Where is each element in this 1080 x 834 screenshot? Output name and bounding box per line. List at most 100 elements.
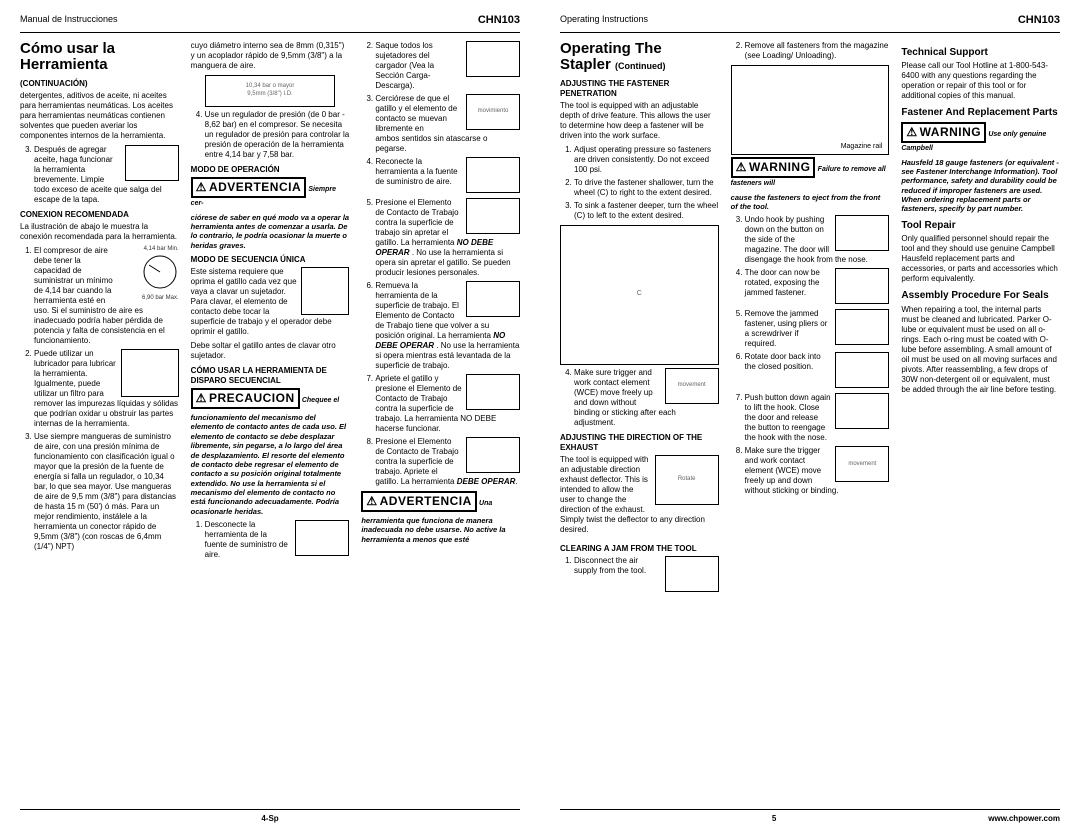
li-c4: Use un regulador de presión (de 0 bar - … (205, 110, 350, 160)
header-model-r: CHN103 (1018, 14, 1060, 28)
header-model: CHN103 (478, 14, 520, 28)
advertencia-box-2: ADVERTENCIA (361, 491, 476, 512)
p-cuyo: cuyo diámetro interno sea de 8mm (0,315"… (191, 41, 350, 71)
warn-siempre-txt: ciórese de saber en qué modo va a operar… (191, 213, 350, 251)
fig-lubricator-icon (121, 349, 179, 397)
fig-oil-icon (125, 145, 179, 181)
footer-page-right: 5 (772, 814, 776, 824)
p-assembly: When repairing a tool, the internal part… (901, 305, 1060, 395)
header-left: Manual de Instrucciones CHN103 (20, 14, 520, 33)
fig-squeeze-icon (466, 374, 520, 410)
footer-left: 4-Sp (20, 809, 520, 824)
warning-box: WARNING (731, 157, 816, 178)
p-repair: Only qualified personnel should repair t… (901, 234, 1060, 284)
li-d4: Reconecte la herramienta a la fuente de … (375, 157, 520, 195)
fig-hose: 10,34 bar o mayor 9,5mm (3/8") I.D. (205, 75, 335, 107)
fig-undo-hook-icon (835, 215, 889, 251)
list-disparo: Desconecte la herramienta de la fuente d… (191, 520, 350, 560)
advertencia-box: ADVERTENCIA (191, 177, 306, 198)
li-d7: Apriete el gatillo y presione el Element… (375, 374, 520, 434)
h-fast: Fastener And Replacement Parts (901, 107, 1060, 120)
fig-reconnect-icon (466, 157, 520, 193)
title-es: Cómo usar la Herramienta (20, 41, 179, 74)
h-como-usar: CÓMO USAR LA HERRAMIENTA DE DISPARO SECU… (191, 366, 350, 386)
h-clear: CLEARING A JAM FROM THE TOOL (560, 544, 719, 554)
warning-box-2: WARNING (901, 122, 986, 143)
list-conexion-4: Use un regulador de presión (de 0 bar - … (191, 110, 350, 160)
fig-magazine: Magazine rail (731, 65, 890, 155)
fig-remove-icon (466, 41, 520, 77)
left-col2: cuyo diámetro interno sea de 8mm (0,315"… (191, 41, 350, 803)
li-c1: 4,14 bar Min. 6,90 bar Max. El compresor… (34, 246, 179, 346)
list-conexion: 4,14 bar Min. 6,90 bar Max. El compresor… (20, 246, 179, 552)
h-repair: Tool Repair (901, 220, 1060, 233)
fig-exhaust-rotate: Rotate (655, 455, 719, 505)
li-d6: Remueva la herramienta de la superficie … (375, 281, 520, 371)
fig-disconnect-icon (295, 520, 349, 556)
warn-warning: WARNING Failure to remove all fasteners … (731, 157, 890, 189)
h-assembly: Assembly Procedure For Seals (901, 290, 1060, 303)
fig-disconnect-air-icon (665, 556, 719, 592)
fig-lift-icon (466, 281, 520, 317)
body-right: Operating The Stapler (Continued) ADJUST… (560, 41, 1060, 803)
p-adj-pen: The tool is equipped with an adjustable … (560, 101, 719, 141)
fig-rotate-door-icon (835, 268, 889, 304)
li-c2: Puede utilizar un lubricador para lubric… (34, 349, 179, 429)
h-modo-op: MODO DE OPERACIÓN (191, 165, 350, 175)
p-conexion: La ilustración de abajo le muestra la co… (20, 222, 179, 242)
li-c3: Use siempre mangueras de suministro de a… (34, 432, 179, 552)
li-p3: To sink a fastener deeper, turn the whee… (574, 201, 719, 221)
header-operating: Operating Instructions (560, 14, 648, 28)
li-d3: movimiento Cerciórese de que el gatillo … (375, 94, 520, 154)
fig-depth-wheel: C (560, 225, 719, 365)
li-d5: Presione el Elemento de Contacto de Trab… (375, 198, 520, 278)
li-d2: Saque todos los sujetadores del cargador… (375, 41, 520, 91)
fig-check-trigger-icon: movement (835, 446, 889, 482)
precaucion-box: PRECAUCION (191, 388, 300, 409)
li-j7: Push button down again to lift the hook.… (745, 393, 890, 443)
h-modo-sec: MODO DE SECUENCIA ÚNICA (191, 255, 350, 265)
right-col2: Remove all fasteners from the magazine (… (731, 41, 890, 803)
list-jam: Disconnect the air supply from the tool. (560, 556, 719, 594)
right-col1: Operating The Stapler (Continued) ADJUST… (560, 41, 719, 803)
warn-precaucion: PRECAUCION Chequee el (191, 388, 350, 409)
h-tech: Technical Support (901, 47, 1060, 60)
left-col1: Cómo usar la Herramienta (Continuación) … (20, 41, 179, 803)
li-j2: Remove all fasteners from the magazine (… (745, 41, 890, 61)
li-j6: Rotate door back into the closed positio… (745, 352, 890, 390)
fig-reengage-icon (835, 393, 889, 429)
fig-trigger-check-icon: movimiento (466, 94, 520, 130)
warn-una-txt: herramienta que funciona de manera inade… (361, 516, 520, 544)
h-adj-dir: ADJUSTING THE DIRECTION OF THE EXHAUST (560, 433, 719, 453)
li-j8: movement Make sure the trigger and work … (745, 446, 890, 496)
fig-remove-jam-icon (835, 309, 889, 345)
footer-right: 5 www.chpower.com (560, 809, 1060, 824)
h-adj-pen: ADJUSTING THE FASTENER PENETRATION (560, 79, 719, 99)
li-d8: Presione el Elemento de Contacto de Trab… (375, 437, 520, 487)
fig-fire-icon (466, 437, 520, 473)
p-detergentes: detergentes, aditivos de aceite, ni acei… (20, 91, 179, 141)
list-jam-3: Undo hook by pushing down on the button … (731, 215, 890, 496)
fig-wce-move-icon: movement (665, 368, 719, 404)
warn-advertencia-2: ADVERTENCIA Una (361, 491, 520, 512)
h-conexion: CONEXION RECOMENDADA (20, 210, 179, 220)
li-j3: Undo hook by pushing down on the button … (745, 215, 890, 265)
li-aceite-3: Después de agregar aceite, haga funciona… (34, 145, 179, 205)
left-col3: Saque todos los sujetadores del cargador… (361, 41, 520, 803)
list-pen-4: movement Make sure trigger and work cont… (560, 368, 719, 428)
li-j4: The door can now be rotated, exposing th… (745, 268, 890, 306)
footer-url: www.chpower.com (988, 814, 1060, 824)
fig-sequence-icon (301, 267, 349, 315)
title-en: Operating The Stapler (Continued) (560, 41, 719, 74)
li-j1: Disconnect the air supply from the tool. (574, 556, 719, 594)
list-disparo-cont: Saque todos los sujetadores del cargador… (361, 41, 520, 487)
li-p2: To drive the fastener shallower, turn th… (574, 178, 719, 198)
fig-gauge: 4,14 bar Min. 6,90 bar Max. (119, 246, 179, 300)
magazine-label: Magazine rail (841, 143, 883, 152)
subtitle-continuacion: (Continuación) (20, 79, 179, 89)
p-tech: Please call our Tool Hotline at 1-800-54… (901, 61, 1060, 101)
list-jam-2: Remove all fasteners from the magazine (… (731, 41, 890, 61)
page-right: Operating Instructions CHN103 Operating … (540, 0, 1080, 834)
footer-page-left: 4-Sp (261, 814, 278, 824)
warn-fail-txt: cause the fasteners to eject from the fr… (731, 193, 890, 212)
